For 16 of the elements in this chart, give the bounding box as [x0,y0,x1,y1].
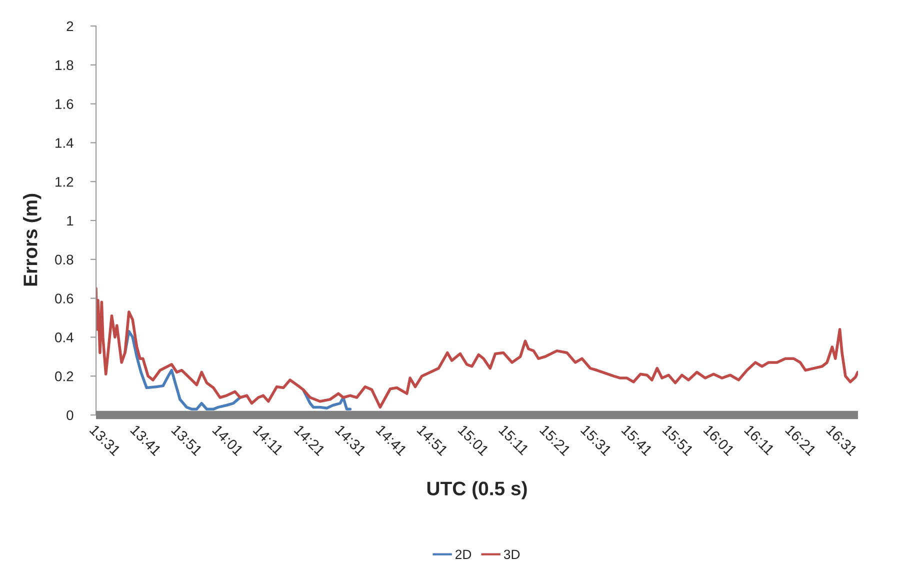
legend-label: 3D [504,550,520,560]
y-axis-title: Errors (m) [23,194,42,286]
y-tick-label: 0.8 [55,254,74,265]
y-tick-label: 0.2 [55,371,74,382]
y-tick-label: 1 [67,216,74,226]
y-tick-label: 2 [66,21,74,32]
y-tick-label: 0.4 [55,332,74,342]
y-tick-label: 1.4 [56,138,74,148]
legend-label: 2D [456,550,472,559]
y-tick-label: 0.6 [55,294,74,304]
line-series [96,287,858,409]
y-tick-label: 1.8 [56,60,74,70]
y-tick-label: 1.6 [56,99,74,109]
x-axis-title: UTC (0.5 s) [427,481,527,500]
y-tick-label: 1.2 [56,176,74,187]
y-tick-label: 0 [66,410,74,420]
